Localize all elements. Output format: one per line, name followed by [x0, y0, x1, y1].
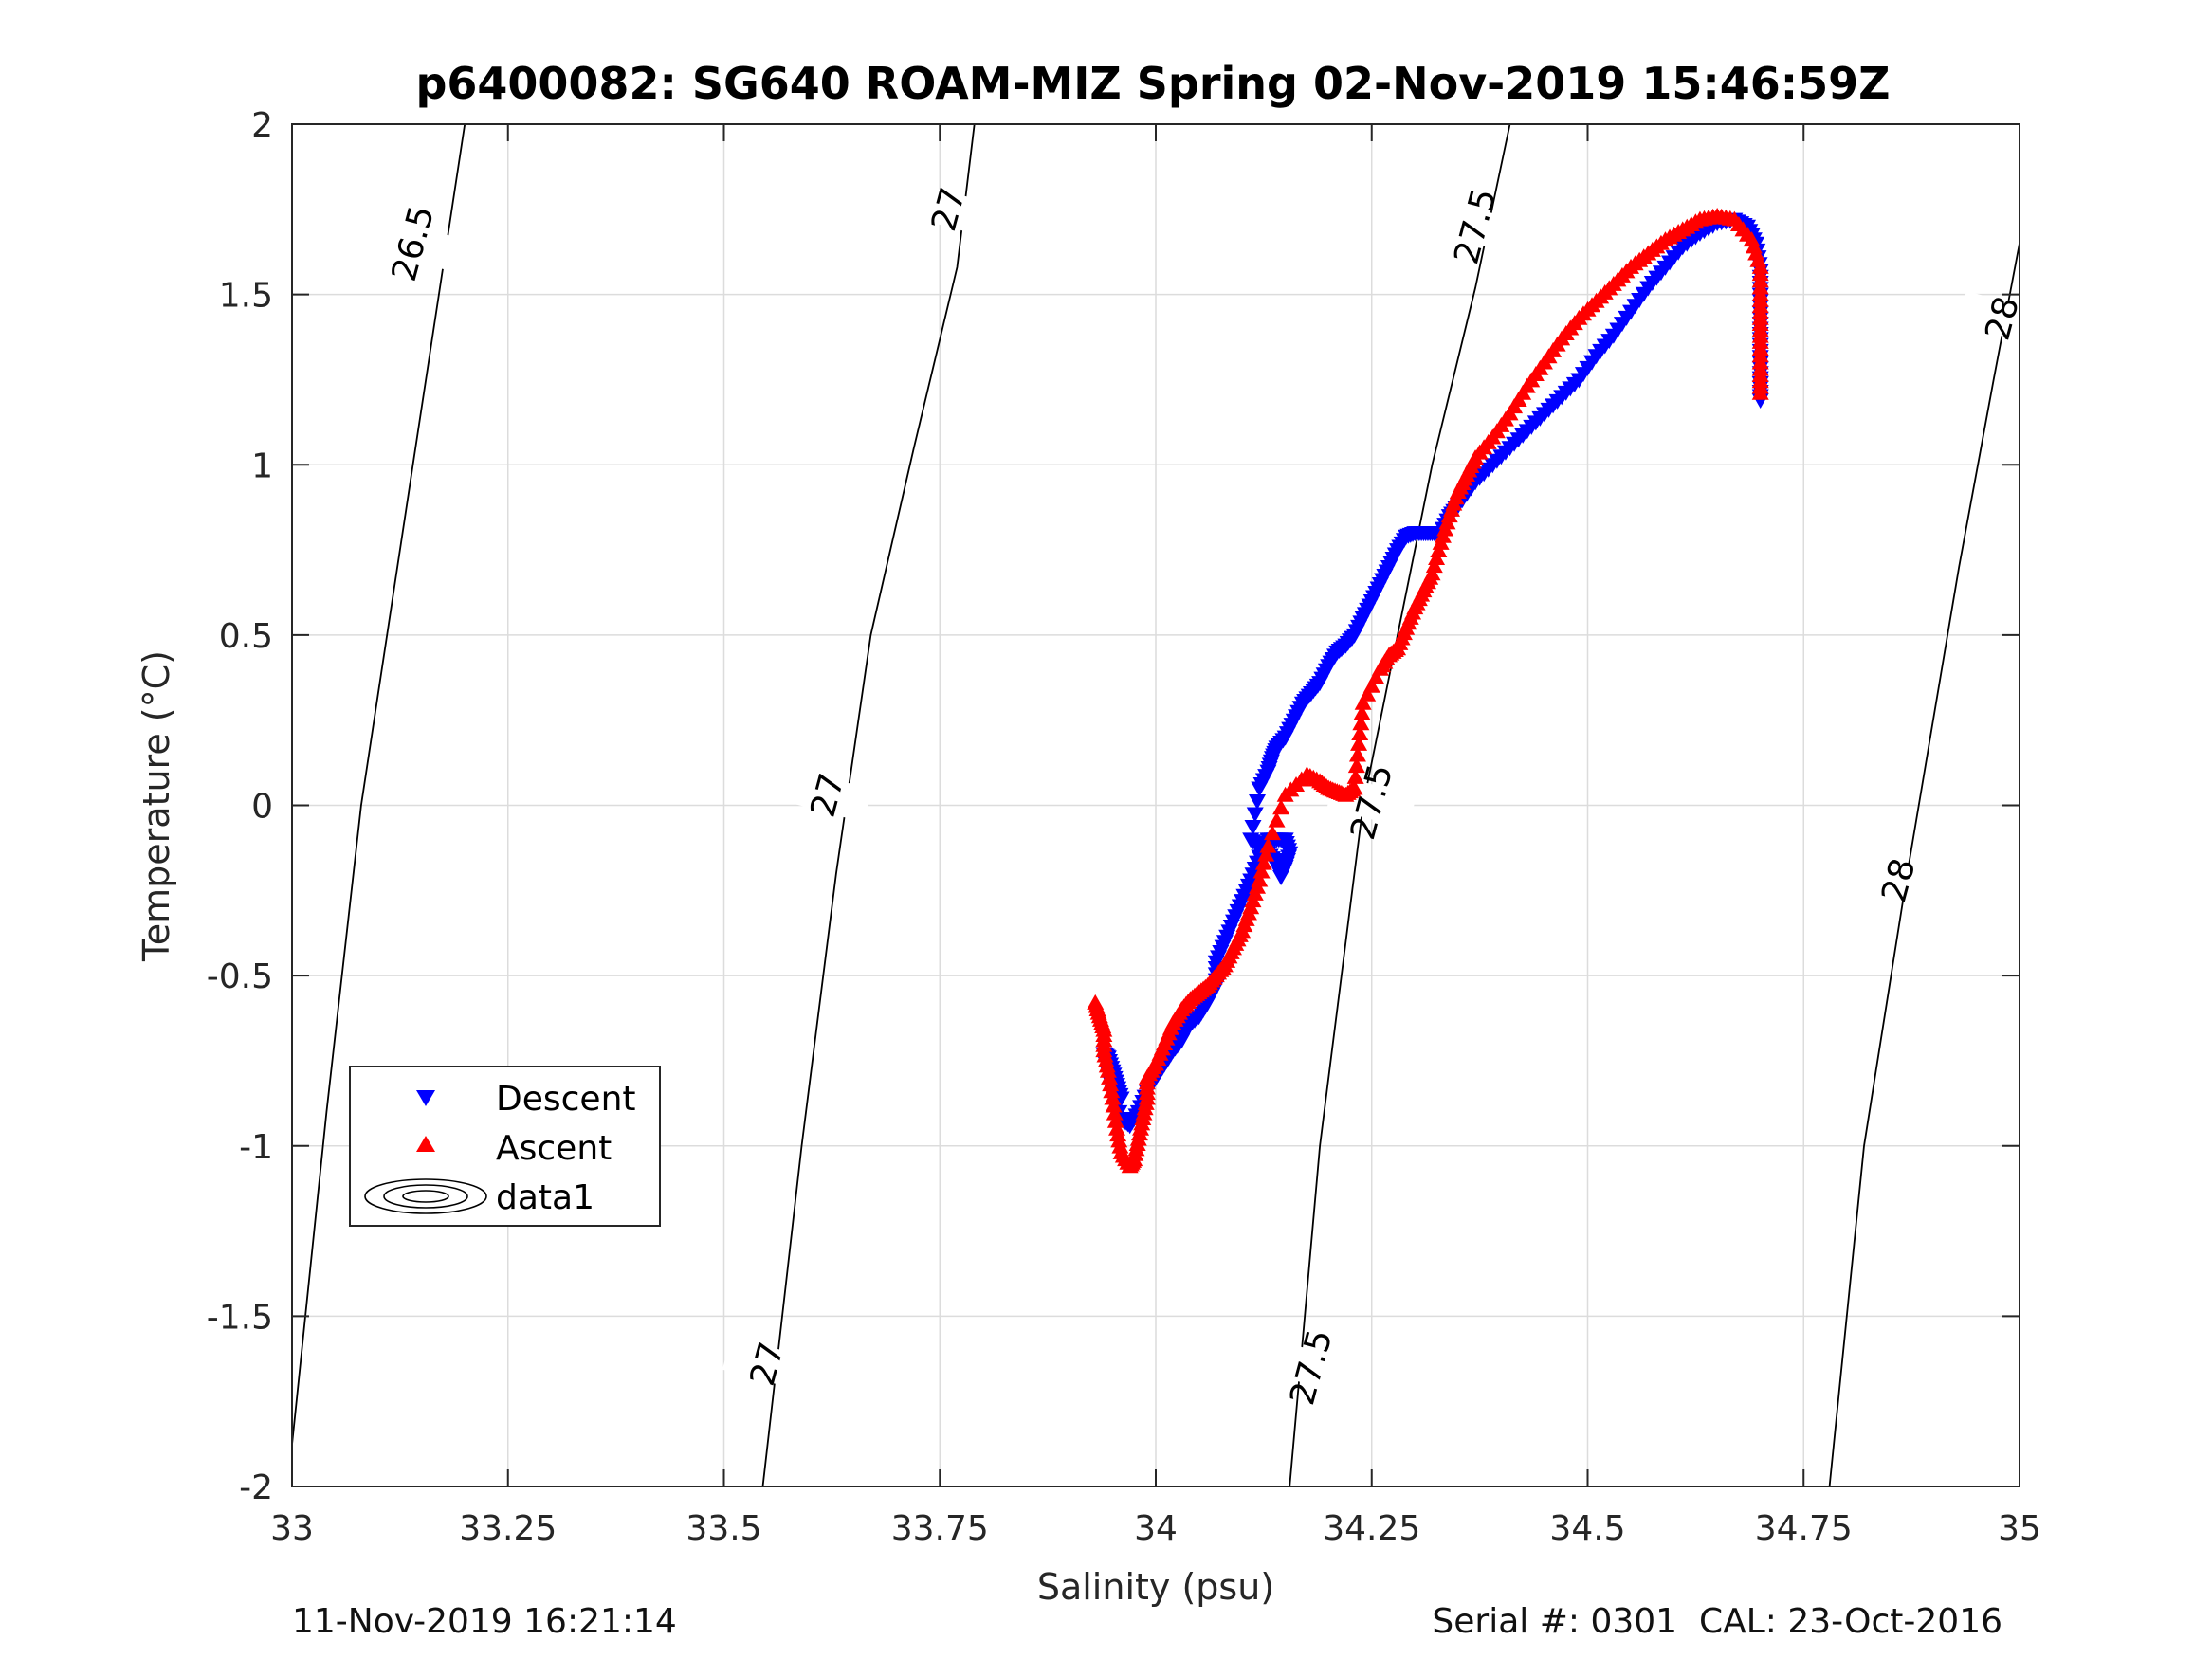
- ascent-point: [1423, 565, 1441, 581]
- y-tick-label: 0.5: [219, 617, 273, 656]
- y-tick-label: -2: [239, 1468, 273, 1507]
- contour-label-bg: [1854, 852, 1944, 908]
- x-axis-label: Salinity (psu): [1037, 1566, 1274, 1608]
- ascent-point: [1109, 1126, 1127, 1142]
- legend-box: [349, 1066, 661, 1227]
- ascent-point: [1425, 557, 1443, 574]
- x-tick-label: 33: [270, 1509, 314, 1548]
- x-tick-label: 33.5: [686, 1509, 761, 1548]
- ascent-point: [1428, 550, 1446, 566]
- descent-point: [1249, 794, 1267, 811]
- contour-label-bg: [722, 1336, 813, 1392]
- ascent-point: [1259, 837, 1277, 853]
- ascent-point: [1362, 677, 1380, 693]
- descent-point: [1244, 819, 1262, 835]
- ascent-point: [1354, 694, 1372, 710]
- x-tick-label: 34.25: [1323, 1509, 1420, 1548]
- ascent-point: [1348, 746, 1366, 762]
- contour-label-bg: [1430, 199, 1521, 254]
- ascent-point: [1251, 871, 1269, 887]
- ascent-point: [1352, 715, 1370, 731]
- y-tick-label: 1.5: [219, 277, 273, 316]
- y-tick-label: 2: [251, 106, 273, 145]
- ascent-point: [1345, 779, 1363, 795]
- ascent-point: [1268, 811, 1286, 828]
- legend-contour-icon: [364, 1178, 487, 1214]
- legend-descent-label: Descent: [496, 1080, 636, 1119]
- ascent-point: [1263, 825, 1281, 841]
- legend-ascent-marker: [416, 1136, 435, 1152]
- density-contour-28: [1828, 243, 2020, 1486]
- legend[interactable]: Descent Ascent data1: [349, 1066, 661, 1227]
- x-tick-label: 34.75: [1755, 1509, 1853, 1548]
- contour-label-bg: [1266, 1340, 1357, 1395]
- y-axis-label: Temperature (°C): [136, 650, 177, 962]
- density-contour-27: [761, 124, 976, 1486]
- y-tick-label: -0.5: [207, 957, 273, 996]
- ascent-point: [1106, 1112, 1124, 1128]
- y-tick-label: -1: [239, 1128, 273, 1167]
- footer-serial-cal: Serial #: 0301 CAL: 23-Oct-2016: [1432, 1602, 2002, 1641]
- ascent-point: [1257, 846, 1275, 862]
- legend-descent-marker: [416, 1090, 435, 1106]
- contour-label-bg: [1957, 290, 2047, 346]
- x-tick-label: 33.75: [891, 1509, 989, 1548]
- ascent-point: [1272, 799, 1290, 815]
- ascent-point: [1430, 541, 1448, 557]
- y-tick-label: -1.5: [207, 1298, 273, 1337]
- ascent-point: [1751, 384, 1769, 400]
- legend-data1-label: data1: [496, 1178, 594, 1217]
- y-tick-label: 1: [251, 447, 273, 485]
- descent-point: [1242, 832, 1260, 848]
- ascent-point: [1102, 1076, 1120, 1092]
- ascent-point: [1350, 735, 1368, 751]
- x-tick-label: 34.5: [1549, 1509, 1625, 1548]
- ascent-point: [1254, 854, 1272, 870]
- ascent-point: [1105, 1097, 1123, 1113]
- descent-point: [1246, 807, 1264, 823]
- contour-label-bg: [904, 182, 994, 237]
- ascent-point: [1104, 1089, 1122, 1105]
- ascent-point: [1110, 1132, 1128, 1148]
- contour-label-bg: [782, 767, 872, 823]
- density-contour-27.5: [1289, 124, 1511, 1486]
- ascent-point: [1351, 725, 1369, 741]
- ascent-point: [1103, 1083, 1121, 1099]
- ascent-point: [1359, 685, 1377, 702]
- ascent-point: [1347, 757, 1365, 774]
- ascent-point: [1108, 1120, 1126, 1136]
- ascent-point: [1367, 668, 1385, 684]
- ascent-point: [1346, 768, 1364, 784]
- data-series: [1087, 207, 1769, 1174]
- x-tick-label: 34: [1134, 1509, 1178, 1548]
- x-tick-label: 33.25: [459, 1509, 557, 1548]
- y-tick-label: 0: [251, 788, 273, 827]
- x-tick-label: 35: [1998, 1509, 2041, 1548]
- footer-timestamp: 11-Nov-2019 16:21:14: [292, 1602, 677, 1641]
- contour-label-bg: [368, 215, 458, 271]
- chart-title: p6400082: SG640 ROAM-MIZ Spring 02-Nov-2…: [415, 58, 1890, 109]
- legend-ascent-label: Ascent: [496, 1129, 612, 1168]
- ascent-point: [1101, 1068, 1119, 1085]
- ascent-point: [1252, 863, 1271, 879]
- ascent-point: [1353, 704, 1371, 720]
- ascent-point: [1099, 1062, 1117, 1078]
- axis-ticks: 33 33.25 33.5 33.75 34 34.25 34.5 34.75 35 2 1.5 1 0…: [207, 106, 2041, 1548]
- ascent-point: [1106, 1104, 1124, 1121]
